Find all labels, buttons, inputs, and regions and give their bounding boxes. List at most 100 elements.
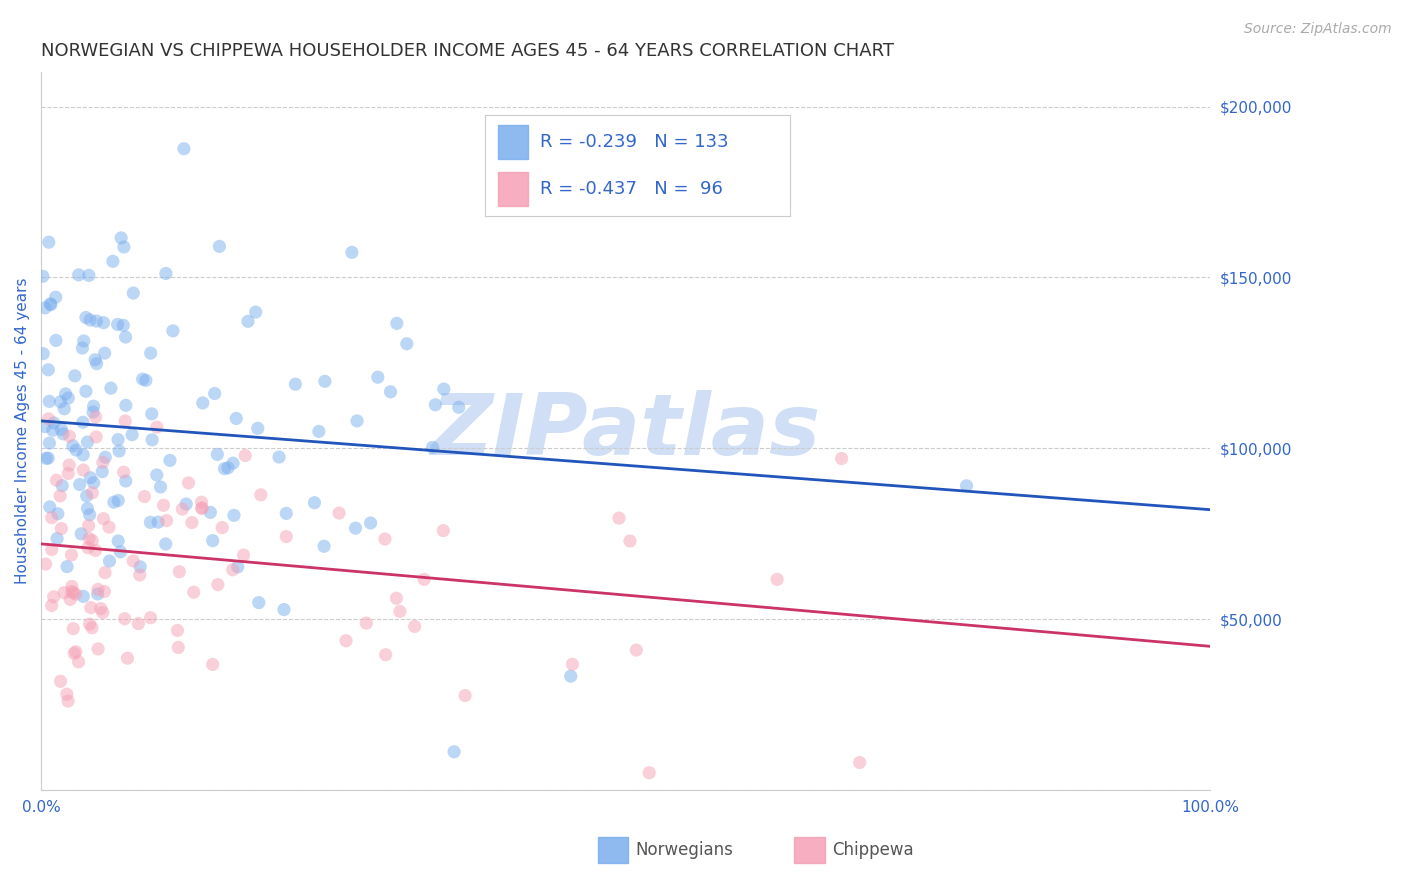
Point xyxy=(63,646,86,660)
Point xyxy=(107,493,129,508)
Point xyxy=(141,433,163,447)
Point xyxy=(443,745,465,759)
Point xyxy=(107,318,129,332)
Point xyxy=(45,290,67,304)
Point xyxy=(128,568,150,582)
Point xyxy=(112,318,135,333)
Point xyxy=(568,185,591,199)
Point xyxy=(72,341,94,355)
Point xyxy=(152,498,174,512)
Point xyxy=(207,577,229,591)
Point xyxy=(108,444,131,458)
Point xyxy=(77,518,100,533)
Point xyxy=(139,610,162,624)
Point xyxy=(225,411,247,425)
Point xyxy=(273,602,295,616)
Point xyxy=(58,391,80,405)
Point xyxy=(159,453,181,467)
Point xyxy=(59,592,82,607)
Point xyxy=(848,756,870,770)
Point xyxy=(84,352,107,367)
Point xyxy=(356,616,378,631)
Point xyxy=(112,465,135,479)
Point xyxy=(100,381,122,395)
Point xyxy=(173,142,195,156)
Point xyxy=(107,533,129,548)
Text: Norwegians: Norwegians xyxy=(636,841,734,859)
Point xyxy=(149,480,172,494)
Point xyxy=(84,543,107,558)
Point xyxy=(77,541,100,555)
Point xyxy=(284,377,307,392)
Point xyxy=(82,485,104,500)
Point xyxy=(169,565,191,579)
Point xyxy=(80,600,103,615)
Point xyxy=(70,526,93,541)
Point xyxy=(60,548,83,562)
Point xyxy=(380,384,402,399)
Point xyxy=(131,372,153,386)
Point xyxy=(246,421,269,435)
Point xyxy=(75,310,97,325)
Point xyxy=(91,455,114,469)
Point xyxy=(51,422,73,436)
Point xyxy=(454,689,477,703)
Point xyxy=(62,622,84,636)
Point xyxy=(82,533,104,548)
Point xyxy=(112,240,135,254)
Point xyxy=(626,643,648,657)
Point xyxy=(91,606,114,620)
Point xyxy=(42,590,65,604)
Point xyxy=(103,495,125,509)
Point xyxy=(49,489,72,503)
Point xyxy=(62,585,84,599)
Point xyxy=(335,633,357,648)
Point xyxy=(155,537,177,551)
Point xyxy=(37,363,59,377)
Point xyxy=(82,405,104,419)
Point xyxy=(38,235,60,250)
Point xyxy=(86,314,108,328)
Point xyxy=(93,346,115,360)
Point xyxy=(79,617,101,632)
Point xyxy=(65,587,87,601)
Point xyxy=(385,591,408,606)
Point xyxy=(308,425,330,439)
Point xyxy=(167,640,190,655)
Point xyxy=(77,532,100,546)
Point xyxy=(638,765,661,780)
Point xyxy=(42,423,65,437)
Point xyxy=(432,524,454,538)
Point xyxy=(86,587,108,601)
Point xyxy=(93,584,115,599)
Point xyxy=(79,313,101,327)
Point xyxy=(127,616,149,631)
Point xyxy=(395,336,418,351)
Point xyxy=(207,447,229,461)
Point xyxy=(37,451,59,466)
Point xyxy=(58,429,80,443)
Point xyxy=(101,254,124,268)
Point xyxy=(35,451,58,466)
Point xyxy=(607,511,630,525)
Point xyxy=(422,441,444,455)
Point xyxy=(146,420,169,434)
Point xyxy=(60,584,83,599)
Point xyxy=(328,506,350,520)
Point xyxy=(447,401,470,415)
Point xyxy=(314,374,336,388)
Point xyxy=(56,687,79,701)
Point xyxy=(52,426,75,441)
Point xyxy=(177,475,200,490)
Point xyxy=(53,585,76,599)
Point xyxy=(91,465,114,479)
Point xyxy=(84,409,107,424)
Point xyxy=(155,514,177,528)
Point xyxy=(276,507,298,521)
Point xyxy=(72,590,94,604)
Point xyxy=(65,443,87,458)
Point xyxy=(561,657,583,672)
Point xyxy=(76,435,98,450)
Point xyxy=(121,427,143,442)
Point xyxy=(45,334,67,348)
